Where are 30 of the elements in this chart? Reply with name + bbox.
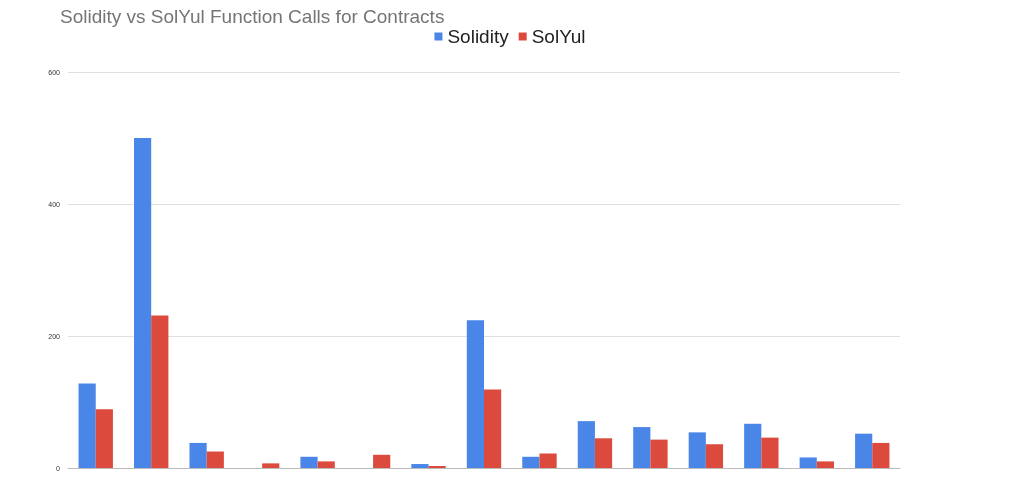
bar — [484, 389, 502, 468]
bar — [705, 444, 724, 468]
chart-title: Solidity vs SolYul Function Calls for Contracts — [60, 6, 445, 27]
bar — [466, 320, 484, 468]
bar — [816, 461, 834, 468]
bar — [189, 442, 207, 468]
bar — [855, 433, 873, 468]
bar — [577, 421, 595, 468]
bar — [134, 138, 152, 468]
bar — [522, 456, 540, 468]
legend-label: Solidity — [447, 26, 510, 47]
bar — [744, 423, 762, 468]
bar — [262, 463, 280, 468]
bar — [317, 461, 335, 468]
bar — [594, 438, 613, 468]
bar — [300, 456, 318, 468]
bar — [761, 437, 779, 468]
bar — [539, 453, 557, 468]
legend-label: SolYul — [531, 26, 586, 47]
bar — [872, 442, 890, 468]
bar — [633, 427, 651, 468]
bar — [151, 315, 169, 468]
bar — [78, 383, 96, 468]
bar — [688, 432, 706, 468]
bar — [799, 457, 817, 468]
bar — [95, 409, 113, 468]
bar — [206, 451, 224, 468]
bar — [411, 464, 429, 468]
bar — [650, 439, 668, 468]
bar — [373, 454, 391, 468]
